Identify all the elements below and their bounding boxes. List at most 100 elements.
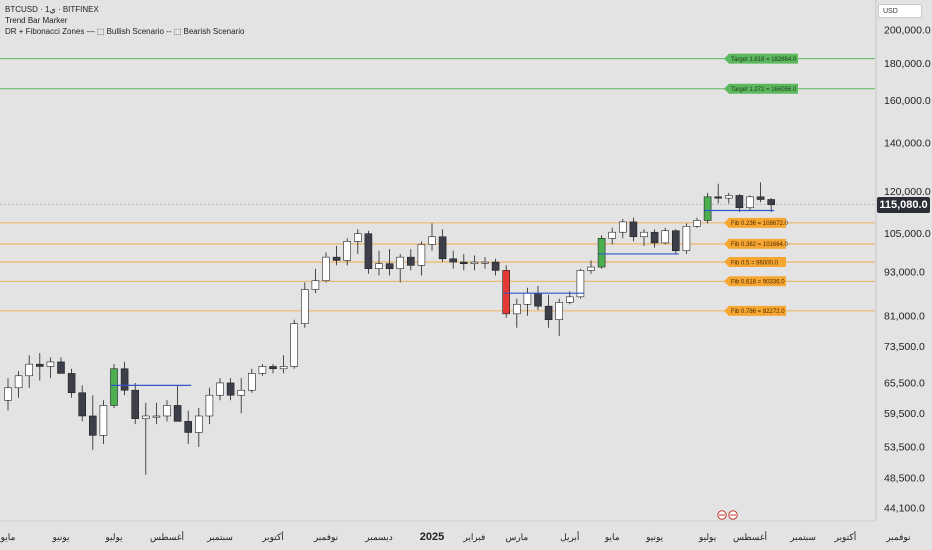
- currency-selector[interactable]: USD: [878, 4, 922, 18]
- candle-body-53: [565, 296, 574, 303]
- candle-body-56: [597, 237, 606, 268]
- target-label-0-bg: [724, 53, 798, 64]
- x-tick-10: مارس: [505, 532, 528, 543]
- candle-body-71: [756, 196, 765, 200]
- x-tick-2: يوليو: [104, 532, 123, 543]
- candle-body-32: [343, 241, 352, 261]
- y-tick-7: 81,000.0: [884, 310, 925, 322]
- fib-label-3-bg: [724, 276, 786, 287]
- candle-body-54: [576, 270, 585, 298]
- fib-label-1-text: Fib 0.382 = 101664.0: [731, 242, 789, 248]
- fib-label-1-bg: [724, 238, 786, 249]
- candle-body-66: [703, 196, 712, 221]
- candle-body-36: [385, 263, 394, 270]
- y-tick-4: 120,000.0: [884, 186, 931, 198]
- symbol-line[interactable]: BTCUSD · 1ي · BITFINEX: [5, 5, 99, 14]
- candle-body-57: [608, 231, 617, 239]
- x-tick-14: يوليو: [698, 532, 717, 543]
- candle-body-61: [650, 231, 659, 244]
- x-tick-1: يونيو: [51, 532, 70, 543]
- x-tick-15: أغسطس: [733, 530, 767, 543]
- fib-label-2-text: Fib 0.5 = 96000.0: [731, 260, 779, 266]
- y-tick-6: 93,000.0: [884, 267, 925, 279]
- y-tick-9: 65,500.0: [884, 377, 925, 389]
- candle-body-37: [396, 256, 405, 270]
- candle-body-35: [375, 263, 383, 270]
- candle-body-15: [163, 405, 171, 417]
- y-tick-1: 180,000.0: [884, 58, 931, 70]
- candle-body-52: [555, 302, 564, 321]
- y-tick-12: 48,500.0: [884, 472, 925, 484]
- candle-body-5: [57, 361, 65, 374]
- x-tick-4: سبتمبر: [206, 532, 233, 543]
- indicator-trend-bar-marker[interactable]: Trend Bar Marker: [5, 16, 68, 25]
- y-tick-3: 140,000.0: [884, 137, 931, 149]
- candle-body-12: [131, 389, 139, 419]
- y-tick-0: 200,000.0: [884, 25, 931, 37]
- candle-body-40: [428, 236, 436, 245]
- y-tick-11: 53,500.0: [884, 441, 925, 453]
- candle-body-10: [110, 368, 118, 406]
- candle-body-23: [248, 373, 256, 391]
- candle-body-34: [364, 233, 373, 270]
- candle-body-22: [237, 389, 245, 396]
- x-tick-0: مايو: [0, 532, 16, 543]
- fib-label-4-bg: [724, 305, 786, 316]
- fib-label-0-text: Fib 0.236 = 108672.0: [731, 221, 789, 227]
- price-axis: [876, 0, 932, 550]
- fib-label-2-bg: [724, 257, 786, 268]
- candle-body-20: [216, 382, 224, 396]
- x-tick-18: نوفمبر: [885, 532, 910, 543]
- candle-body-0: [4, 387, 12, 401]
- candle-body-41: [438, 236, 447, 260]
- candle-body-42: [449, 258, 458, 263]
- y-tick-13: 44,100.0: [884, 503, 925, 515]
- candle-body-31: [332, 256, 341, 261]
- candle-body-47: [502, 270, 511, 315]
- x-tick-17: أكتوبر: [834, 530, 857, 543]
- x-tick-16: سبتمبر: [789, 532, 816, 543]
- x-tick-6: نوفمبر: [313, 532, 338, 543]
- fib-label-4-text: Fib 0.786 = 82272.0: [731, 309, 785, 315]
- candle-body-44: [470, 261, 479, 265]
- candle-body-72: [767, 199, 776, 206]
- candle-body-49: [523, 292, 532, 305]
- candle-body-18: [195, 415, 203, 433]
- fib-label-0-bg: [724, 217, 786, 228]
- candle-body-38: [406, 256, 415, 266]
- candle-body-46: [491, 261, 500, 271]
- candle-body-33: [353, 233, 362, 242]
- candle-body-55: [587, 266, 595, 271]
- candle-body-67: [714, 196, 723, 199]
- candle-body-43: [459, 261, 468, 265]
- candle-body-51: [544, 305, 553, 321]
- target-label-0-text: Target 1.618 = 182664.0: [731, 57, 797, 63]
- x-tick-13: يونيو: [645, 532, 664, 543]
- candle-body-11: [120, 368, 129, 391]
- candle-body-63: [671, 230, 680, 252]
- candle-body-14: [152, 415, 161, 418]
- candle-body-9: [99, 405, 108, 436]
- indicator-dr-fibonacci[interactable]: DR + Fibonacci Zones — ⬚ Bullish Scenari…: [5, 27, 245, 36]
- candle-body-2: [25, 363, 34, 377]
- candle-body-26: [279, 366, 288, 370]
- candle-body-6: [67, 373, 76, 394]
- candle-body-65: [693, 220, 701, 227]
- candle-body-70: [746, 196, 754, 209]
- candle-body-3: [35, 363, 44, 367]
- candle-body-17: [184, 421, 192, 433]
- candle-body-58: [618, 221, 627, 233]
- candle-body-25: [269, 366, 277, 370]
- candle-body-7: [78, 392, 86, 417]
- last-price-label: 115,080.0: [877, 197, 930, 213]
- target-label-1-text: Target 1.272 = 166056.0: [731, 87, 797, 93]
- target-label-1-bg: [724, 83, 798, 94]
- candle-body-27: [290, 323, 299, 367]
- candle-body-16: [173, 405, 182, 422]
- fib-label-3-text: Fib 0.618 = 90336.0: [731, 280, 785, 286]
- candle-body-69: [735, 195, 744, 209]
- candle-body-39: [417, 244, 426, 266]
- candle-body-29: [311, 280, 320, 290]
